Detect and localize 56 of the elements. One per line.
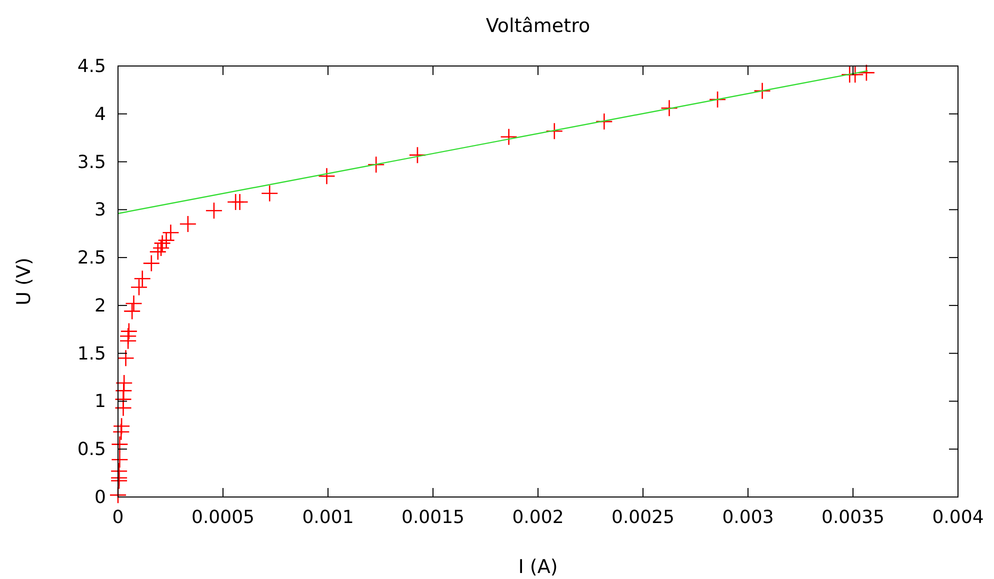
point — [660, 99, 678, 117]
point — [114, 390, 132, 408]
x-tick-label: 0.0005 — [192, 507, 254, 528]
y-tick-label: 4 — [94, 104, 106, 125]
point — [205, 202, 223, 220]
point — [123, 302, 141, 320]
point — [708, 90, 726, 108]
x-tick-label: 0.002 — [512, 507, 564, 528]
point — [858, 64, 876, 82]
point — [130, 278, 148, 296]
point — [120, 322, 138, 340]
point — [179, 215, 197, 233]
point — [142, 254, 160, 272]
point — [596, 112, 613, 130]
y-tick-label: 3.5 — [77, 152, 106, 173]
y-tick-label: 2 — [94, 295, 106, 316]
y-tick-label: 2.5 — [77, 248, 106, 269]
chart-title: Voltâmetro — [486, 15, 590, 37]
point — [111, 450, 128, 468]
point — [119, 327, 137, 345]
point — [846, 66, 864, 84]
point — [500, 128, 518, 146]
x-tick-label: 0 — [112, 507, 124, 528]
point — [115, 374, 133, 392]
point — [134, 270, 152, 288]
y-tick-label: 1.5 — [77, 343, 106, 364]
point — [260, 184, 278, 202]
point — [158, 232, 175, 249]
point — [231, 193, 248, 211]
y-axis-title: U (V) — [13, 258, 35, 306]
point — [125, 294, 142, 312]
point — [149, 243, 167, 260]
x-tick-label: 0.001 — [302, 507, 354, 528]
point — [162, 224, 180, 242]
point — [408, 146, 426, 164]
point — [117, 349, 134, 367]
y-tick-label: 0.5 — [77, 439, 106, 460]
x-tick-label: 0.0025 — [612, 507, 674, 528]
x-axis-title: I (A) — [518, 556, 558, 578]
x-tick-label: 0.004 — [932, 507, 984, 528]
point — [367, 156, 385, 174]
y-tick-label: 4.5 — [77, 56, 106, 77]
x-tick-label: 0.003 — [722, 507, 774, 528]
point — [152, 239, 170, 257]
point — [546, 122, 564, 140]
point — [154, 234, 171, 252]
x-tick-label: 0.0035 — [822, 507, 884, 528]
y-tick-label: 0 — [94, 487, 106, 508]
y-tick-label: 1 — [94, 391, 106, 412]
point — [112, 417, 130, 435]
point — [318, 167, 336, 185]
point — [754, 82, 771, 100]
y-tick-label: 3 — [94, 200, 106, 221]
point — [111, 436, 128, 453]
x-tick-label: 0.0015 — [402, 507, 464, 528]
point — [112, 423, 130, 441]
